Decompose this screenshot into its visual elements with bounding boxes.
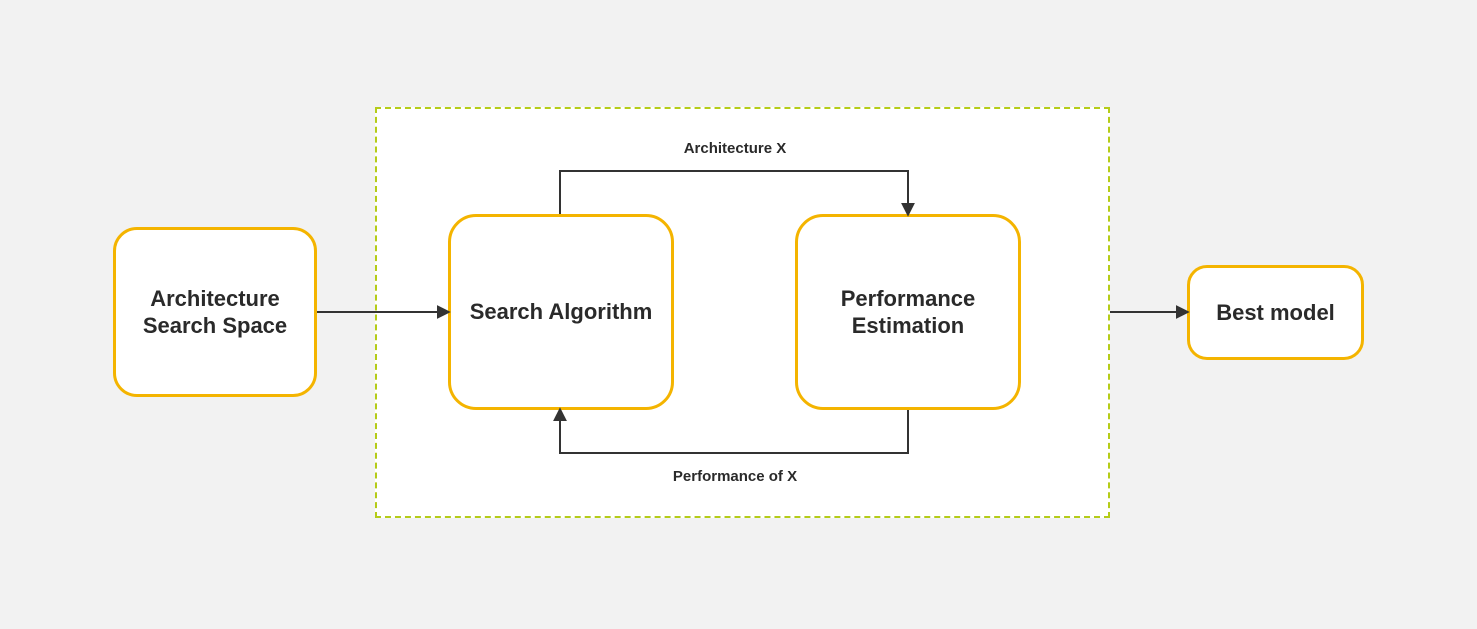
node-search-space: ArchitectureSearch Space <box>113 227 317 397</box>
node-best-model: Best model <box>1187 265 1364 360</box>
node-search-algorithm: Search Algorithm <box>448 214 674 410</box>
node-performance-estimation: PerformanceEstimation <box>795 214 1021 410</box>
node-label: Search Algorithm <box>470 298 653 326</box>
edge-label-performance-of-x: Performance of X <box>655 468 815 485</box>
node-label: ArchitectureSearch Space <box>143 285 287 340</box>
node-label: Best model <box>1216 299 1335 327</box>
node-label: PerformanceEstimation <box>841 285 976 340</box>
edge-label-architecture-x: Architecture X <box>665 140 805 157</box>
